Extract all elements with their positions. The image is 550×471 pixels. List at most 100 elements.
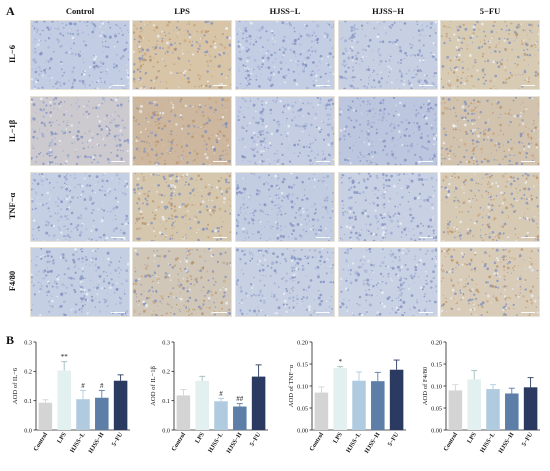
cell-speckle bbox=[378, 312, 382, 316]
cell-speckle bbox=[457, 26, 459, 28]
cell-speckle bbox=[108, 128, 111, 131]
cell-speckle bbox=[252, 116, 255, 120]
cell-speckle bbox=[314, 117, 317, 120]
cell-speckle bbox=[259, 209, 263, 213]
cell-speckle bbox=[419, 34, 421, 36]
cell-speckle bbox=[307, 305, 311, 309]
cell-speckle bbox=[411, 144, 414, 148]
cell-speckle bbox=[290, 254, 294, 258]
cell-speckle bbox=[514, 233, 517, 236]
cell-speckle bbox=[354, 32, 356, 35]
cell-speckle bbox=[164, 207, 167, 210]
cell-speckle bbox=[479, 110, 482, 114]
cell-speckle bbox=[118, 260, 121, 263]
cell-speckle bbox=[46, 294, 48, 297]
cell-speckle bbox=[139, 77, 142, 80]
cell-speckle bbox=[436, 301, 437, 303]
cell-speckle bbox=[395, 39, 399, 42]
cell-speckle bbox=[137, 187, 140, 190]
cell-speckle bbox=[236, 194, 239, 196]
cell-speckle bbox=[101, 208, 103, 210]
cell-speckle bbox=[510, 203, 513, 206]
cell-speckle bbox=[304, 35, 306, 37]
cell-speckle bbox=[111, 283, 115, 287]
cell-speckle bbox=[365, 131, 368, 134]
cell-speckle bbox=[418, 59, 422, 62]
cell-speckle bbox=[43, 164, 45, 165]
cell-speckle bbox=[398, 256, 401, 258]
cell-speckle bbox=[387, 219, 389, 221]
cell-speckle bbox=[186, 203, 190, 206]
cell-speckle bbox=[361, 48, 365, 51]
cell-speckle bbox=[214, 291, 218, 295]
cell-speckle bbox=[482, 76, 485, 79]
cell-speckle bbox=[101, 186, 103, 188]
cell-speckle bbox=[284, 257, 287, 261]
cell-speckle bbox=[304, 122, 308, 126]
cell-speckle bbox=[479, 131, 482, 135]
cell-speckle bbox=[55, 162, 57, 165]
cell-speckle bbox=[296, 297, 299, 301]
cell-speckle bbox=[390, 122, 393, 126]
cell-speckle bbox=[332, 72, 334, 76]
cell-speckle bbox=[284, 259, 288, 263]
cell-speckle bbox=[363, 239, 367, 241]
cell-speckle bbox=[418, 49, 421, 52]
cell-speckle bbox=[89, 184, 92, 187]
cell-speckle bbox=[48, 181, 51, 184]
cell-speckle bbox=[180, 253, 182, 255]
cell-speckle bbox=[469, 189, 471, 191]
cell-speckle bbox=[158, 255, 161, 258]
cell-speckle bbox=[458, 25, 462, 29]
cell-speckle bbox=[66, 205, 68, 207]
cell-speckle bbox=[295, 82, 299, 86]
cell-speckle bbox=[51, 271, 52, 273]
cell-speckle bbox=[58, 81, 61, 84]
cell-speckle bbox=[155, 141, 157, 143]
cell-speckle bbox=[195, 179, 198, 182]
cell-speckle bbox=[73, 288, 76, 292]
cell-speckle bbox=[536, 238, 539, 241]
cell-speckle bbox=[272, 295, 276, 299]
cell-speckle bbox=[329, 108, 332, 111]
cell-speckle bbox=[432, 42, 435, 45]
cell-speckle bbox=[162, 225, 164, 226]
cell-speckle bbox=[45, 274, 48, 277]
cell-speckle bbox=[231, 38, 232, 40]
cell-speckle bbox=[476, 35, 478, 38]
cell-speckle bbox=[363, 280, 365, 282]
cell-speckle bbox=[111, 119, 113, 121]
cell-speckle bbox=[414, 54, 417, 57]
cell-speckle bbox=[48, 154, 51, 157]
cell-speckle bbox=[281, 278, 283, 280]
cell-speckle bbox=[316, 269, 318, 271]
cell-speckle bbox=[293, 256, 296, 259]
cell-speckle bbox=[495, 46, 497, 49]
cell-speckle bbox=[533, 157, 535, 159]
cell-speckle bbox=[118, 138, 120, 140]
cell-speckle bbox=[464, 179, 467, 182]
cell-speckle bbox=[207, 296, 211, 300]
cell-speckle bbox=[480, 236, 483, 239]
cell-speckle bbox=[98, 236, 101, 239]
cell-speckle bbox=[248, 250, 251, 253]
cell-speckle bbox=[433, 75, 435, 77]
cell-speckle bbox=[316, 97, 319, 99]
cell-speckle bbox=[72, 136, 75, 139]
cell-speckle bbox=[350, 206, 353, 209]
cell-speckle bbox=[353, 39, 355, 42]
cell-speckle bbox=[139, 27, 143, 30]
cell-speckle bbox=[275, 58, 277, 60]
cell-speckle bbox=[355, 62, 357, 64]
cell-speckle bbox=[299, 145, 301, 147]
cell-speckle bbox=[245, 39, 249, 43]
cell-speckle bbox=[301, 264, 304, 267]
cell-speckle bbox=[534, 74, 537, 77]
cell-speckle bbox=[88, 237, 91, 241]
cell-speckle bbox=[517, 236, 519, 239]
cell-speckle bbox=[153, 184, 155, 186]
cell-speckle bbox=[160, 233, 164, 236]
cell-speckle bbox=[54, 143, 57, 146]
cell-speckle bbox=[49, 270, 52, 273]
cell-speckle bbox=[488, 46, 491, 49]
